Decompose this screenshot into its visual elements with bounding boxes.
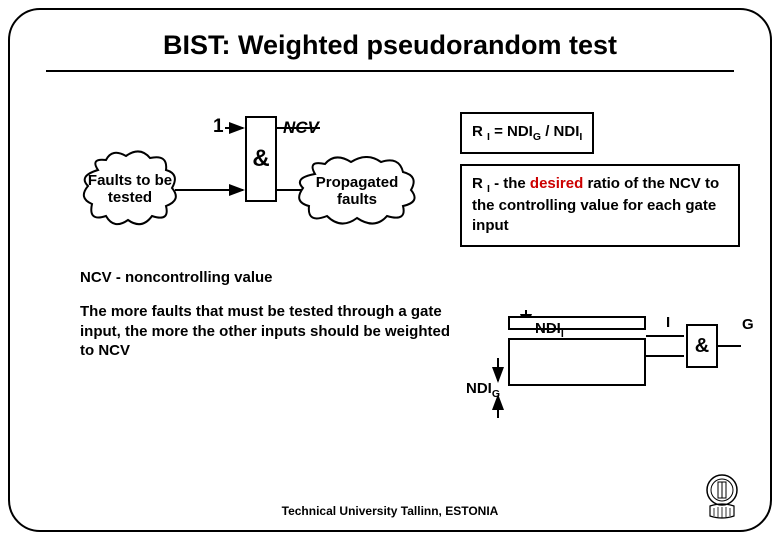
formula-desc: R I - the desired ratio of the NCV to th… (472, 175, 719, 234)
propagated-cloud: Propagated faults (295, 156, 419, 226)
gate-input-slot (508, 328, 646, 340)
propagated-cloud-text: Propagated faults (295, 174, 419, 209)
faults-cloud: Faults to be tested (80, 150, 180, 228)
formula-box-ratio: R I = NDIG / NDII (460, 112, 594, 154)
and-gate-lower: & (686, 324, 718, 368)
gate-symbol-upper: & (252, 145, 269, 173)
faults-cloud-text: Faults to be tested (80, 172, 180, 207)
university-logo (700, 472, 744, 524)
ndi-g-label: NDIG (466, 380, 500, 400)
formula-ri: R I = NDIG / NDII (472, 123, 582, 140)
ndi-i-label: NDII (535, 320, 564, 340)
weighting-explanation: The more faults that must be tested thro… (80, 302, 450, 361)
footer-text: Technical University Tallinn, ESTONIA (282, 504, 499, 518)
gate-body-lower (508, 316, 646, 386)
desired-word: desired (530, 175, 583, 192)
ncv-definition: NCV - noncontrolling value (80, 268, 440, 288)
output-g-label: G (742, 316, 754, 333)
footer: Technical University Tallinn, ESTONIA (0, 502, 780, 520)
gate-symbol-lower: & (695, 335, 709, 358)
and-gate-upper: & (245, 116, 277, 202)
formula-box-desc: R I - the desired ratio of the NCV to th… (460, 164, 740, 247)
input-i-label: I (666, 314, 670, 331)
